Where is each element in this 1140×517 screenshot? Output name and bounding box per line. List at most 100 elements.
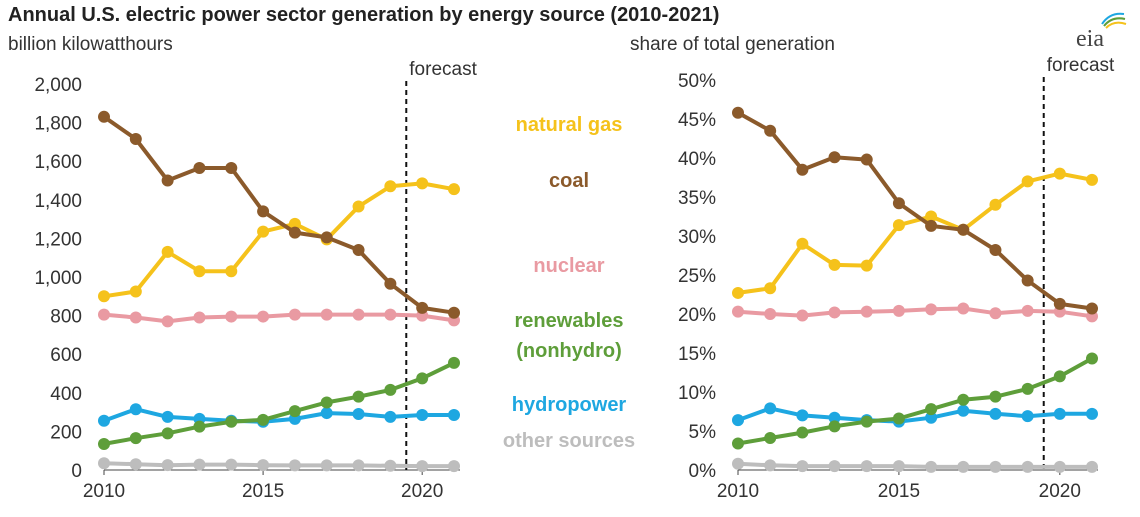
right-point-hydropower — [796, 409, 809, 422]
left-point-other — [352, 459, 365, 472]
left-y-tick-label: 1,000 — [34, 268, 82, 289]
right-point-natural_gas — [892, 219, 905, 232]
left-point-renewables — [384, 383, 397, 396]
right-point-coal — [1086, 302, 1098, 315]
left-point-nuclear — [161, 315, 174, 328]
left-point-renewables — [288, 405, 301, 418]
eia-logo-icon: eia — [1076, 12, 1127, 50]
left-y-tick-label: 1,600 — [34, 152, 82, 173]
right-forecast-label: forecast — [1047, 55, 1115, 76]
left-x-tick-label: 2010 — [83, 481, 125, 502]
left-point-other — [129, 458, 142, 471]
left-point-nuclear — [193, 311, 206, 324]
right-point-hydropower — [732, 414, 744, 427]
right-point-hydropower — [1021, 410, 1034, 423]
right-point-natural_gas — [796, 237, 809, 250]
right-point-renewables — [1086, 352, 1098, 365]
left-point-renewables — [129, 432, 142, 445]
right-point-renewables — [764, 432, 777, 445]
chart-title: Annual U.S. electric power sector genera… — [8, 4, 720, 26]
right-point-renewables — [860, 415, 873, 428]
left-point-other — [225, 458, 238, 471]
right-point-natural_gas — [925, 210, 938, 223]
right-point-nuclear — [764, 308, 777, 320]
left-point-hydropower — [320, 407, 333, 420]
left-point-natural_gas — [225, 265, 238, 278]
left-y-tick-label: 200 — [50, 422, 82, 443]
right-point-renewables — [957, 393, 970, 406]
left-point-coal — [352, 243, 365, 256]
legend-nuclear: nuclear — [533, 255, 605, 277]
left-point-renewables — [98, 437, 110, 450]
left-point-coal — [98, 110, 110, 123]
right-point-renewables — [892, 412, 905, 425]
legend-natural-gas: natural gas — [515, 114, 623, 136]
left-y-tick-label: 400 — [50, 384, 82, 405]
right-point-hydropower — [1053, 407, 1066, 420]
left-point-nuclear — [288, 308, 301, 321]
left-point-renewables — [416, 372, 429, 385]
legend-renewables-line2: (nonhydro) — [516, 340, 622, 362]
left-point-natural_gas — [416, 177, 429, 190]
left-point-renewables — [193, 420, 206, 433]
left-y-tick-label: 0 — [71, 461, 82, 482]
left-point-other — [98, 457, 110, 470]
right-point-coal — [925, 219, 938, 232]
left-point-other — [288, 459, 301, 472]
right-point-coal — [1053, 297, 1066, 310]
left-point-other — [384, 459, 397, 472]
left-point-natural_gas — [98, 290, 110, 303]
right-point-other — [925, 460, 938, 473]
legend-other-sources: other sources — [502, 430, 636, 452]
right-y-tick-label: 15% — [678, 344, 716, 365]
right-point-coal — [860, 153, 873, 166]
left-point-renewables — [352, 390, 365, 403]
right-point-hydropower — [957, 404, 970, 417]
left-point-other — [320, 459, 333, 472]
left-point-natural_gas — [448, 183, 460, 196]
left-series-line-nuclear — [102, 312, 456, 324]
left-y-tick-label: 1,800 — [34, 114, 82, 135]
left-series-line-renewables — [102, 360, 456, 446]
right-point-renewables — [1053, 370, 1066, 383]
right-point-natural_gas — [732, 286, 744, 299]
right-point-other — [989, 460, 1002, 473]
left-point-other — [416, 460, 429, 473]
right-point-nuclear — [828, 306, 841, 319]
right-y-tick-label: 35% — [678, 188, 716, 209]
left-x-tick-label: 2015 — [242, 481, 284, 502]
left-y-tick-label: 800 — [50, 307, 82, 328]
left-point-hydropower — [416, 408, 429, 421]
right-y-tick-label: 25% — [678, 266, 716, 287]
left-point-coal — [129, 133, 142, 146]
right-point-renewables — [796, 426, 809, 439]
left-x-tick-label: 2020 — [401, 481, 443, 502]
left-point-nuclear — [129, 311, 142, 324]
right-point-hydropower — [828, 411, 841, 424]
right-point-natural_gas — [860, 259, 873, 272]
left-point-natural_gas — [257, 225, 270, 238]
right-point-hydropower — [1086, 407, 1098, 420]
left-point-renewables — [448, 356, 460, 369]
left-point-other — [161, 459, 174, 472]
right-series-line-natural_gas — [736, 171, 1094, 295]
right-point-natural_gas — [1053, 167, 1066, 180]
right-point-nuclear — [989, 307, 1002, 320]
left-point-hydropower — [98, 414, 110, 427]
right-x-tick-label: 2015 — [878, 481, 920, 502]
right-point-nuclear — [732, 305, 744, 318]
left-point-coal — [257, 205, 270, 218]
left-point-nuclear — [320, 308, 333, 321]
right-point-nuclear — [892, 304, 905, 317]
right-point-other — [1053, 460, 1066, 473]
right-point-other — [860, 460, 873, 473]
left-series-line-coal — [102, 114, 456, 315]
left-point-hydropower — [161, 410, 174, 423]
right-point-other — [796, 460, 809, 473]
left-point-hydropower — [448, 408, 460, 421]
right-y-tick-label: 50% — [678, 71, 716, 92]
left-point-nuclear — [98, 308, 110, 321]
right-point-natural_gas — [1021, 175, 1034, 188]
left-point-hydropower — [352, 408, 365, 421]
left-series-line-natural_gas — [102, 181, 456, 299]
